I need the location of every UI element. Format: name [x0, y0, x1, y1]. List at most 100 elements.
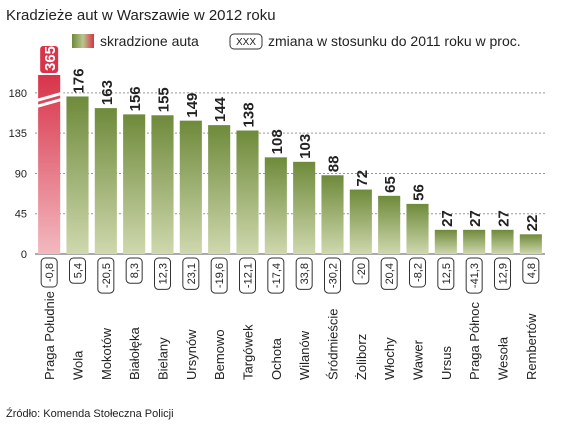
- value-label: 365: [42, 46, 59, 71]
- value-label: 22: [524, 215, 541, 232]
- bar: [208, 125, 231, 255]
- change-box: [380, 257, 398, 290]
- x-tick-label: Mokotów: [99, 327, 114, 380]
- change-label: 12,9: [498, 263, 510, 284]
- value-label: 163: [99, 80, 116, 105]
- change-box: [267, 257, 285, 294]
- change-label: 8,3: [129, 263, 141, 278]
- change-label: -20,5: [101, 263, 113, 288]
- change-label: -30,2: [328, 263, 340, 288]
- y-tick-label: 90: [15, 168, 27, 180]
- bar: [378, 195, 401, 254]
- x-tick-label: Praga Północ: [467, 301, 482, 380]
- bar: [406, 203, 429, 254]
- y-tick-label: 180: [9, 88, 27, 100]
- change-box: [494, 257, 511, 290]
- value-label: 176: [71, 68, 88, 93]
- change-label: -19,6: [214, 263, 226, 288]
- legend-label: zmiana w stosunku do 2011 roku w proc.: [268, 33, 521, 49]
- change-label: 33,8: [299, 263, 311, 284]
- x-tick-label: Ochota: [269, 337, 284, 380]
- value-label: 27: [467, 210, 484, 227]
- y-tick-label: 135: [9, 128, 27, 140]
- value-label: 27: [439, 210, 456, 227]
- legend-label: skradzione auta: [100, 33, 199, 49]
- change-label: 12,3: [158, 263, 170, 284]
- value-label: 156: [127, 86, 144, 111]
- change-box: [239, 257, 256, 294]
- value-label: 149: [184, 93, 201, 118]
- x-tick-label: Ursynów: [184, 329, 199, 380]
- bar: [94, 108, 117, 255]
- change-label: 20,4: [384, 263, 396, 284]
- change-box: [182, 257, 200, 290]
- x-tick-label: Rembertów: [524, 313, 539, 380]
- change-label: -20: [356, 263, 368, 279]
- bar: [293, 161, 316, 254]
- change-label: 5,4: [73, 263, 85, 278]
- value-label: 138: [241, 102, 258, 127]
- bar: [179, 120, 202, 255]
- change-label: -17,4: [271, 263, 283, 288]
- legend-swatch: [72, 34, 94, 48]
- bar: [264, 157, 287, 254]
- value-label: 65: [382, 176, 399, 193]
- change-box: [210, 257, 228, 294]
- change-box: [522, 257, 540, 284]
- value-label: 144: [212, 96, 229, 122]
- value-label: 72: [354, 170, 371, 187]
- change-label: -8,2: [413, 263, 425, 282]
- bar: [151, 115, 174, 255]
- x-tick-label: Bielany: [156, 337, 171, 380]
- change-box: [154, 257, 171, 290]
- change-label: 12,5: [441, 263, 453, 284]
- source: Źródło: Komenda Stołeczna Policji: [6, 407, 174, 420]
- x-tick-label: Praga Południe: [42, 291, 57, 380]
- x-tick-label: Wesoła: [496, 336, 511, 380]
- change-label: -0,8: [44, 263, 56, 282]
- x-tick-label: Wilanów: [297, 330, 312, 380]
- x-tick-label: Targówek: [241, 324, 256, 380]
- value-label: 155: [156, 87, 173, 112]
- change-box: [97, 257, 115, 294]
- x-tick-label: Żoliborz: [354, 334, 369, 380]
- change-label: -12,1: [243, 263, 255, 288]
- change-box: [40, 257, 58, 288]
- bar: [66, 96, 89, 254]
- axis-break: [34, 91, 64, 109]
- change-box: [125, 257, 143, 284]
- change-box: [324, 257, 341, 294]
- x-tick-label: Bemowo: [212, 329, 227, 380]
- bar: [123, 114, 146, 254]
- bar: [434, 229, 457, 254]
- change-box: [69, 257, 86, 284]
- value-label: 103: [297, 134, 314, 159]
- change-box: [409, 257, 426, 288]
- value-label: 27: [496, 210, 513, 227]
- change-box: [437, 257, 455, 290]
- bar: [491, 229, 514, 254]
- bar: [463, 229, 486, 254]
- change-box: [465, 257, 483, 294]
- x-tick-label: Śródmieście: [326, 308, 341, 380]
- change-label: 4,8: [526, 263, 538, 278]
- x-tick-label: Białołęka: [127, 326, 142, 380]
- chart-title: Kradzieże aut w Warszawie w 2012 roku: [6, 7, 276, 24]
- x-tick-label: Ursus: [439, 346, 454, 380]
- change-box: [295, 257, 313, 290]
- change-box: [352, 257, 370, 285]
- value-label-badge: [40, 46, 59, 73]
- value-label: 88: [326, 156, 343, 173]
- value-label: 108: [269, 129, 286, 154]
- x-tick-label: Wola: [71, 350, 86, 380]
- x-tick-label: Wawer: [411, 339, 426, 380]
- change-label: -41,3: [469, 263, 481, 288]
- legend-symbol: XXX: [236, 37, 256, 48]
- change-label: 23,1: [186, 263, 198, 284]
- bar: [519, 234, 542, 254]
- bar: [349, 189, 372, 254]
- x-tick-label: Włochy: [382, 337, 397, 380]
- bar: [321, 175, 344, 254]
- y-tick-label: 0: [21, 249, 27, 261]
